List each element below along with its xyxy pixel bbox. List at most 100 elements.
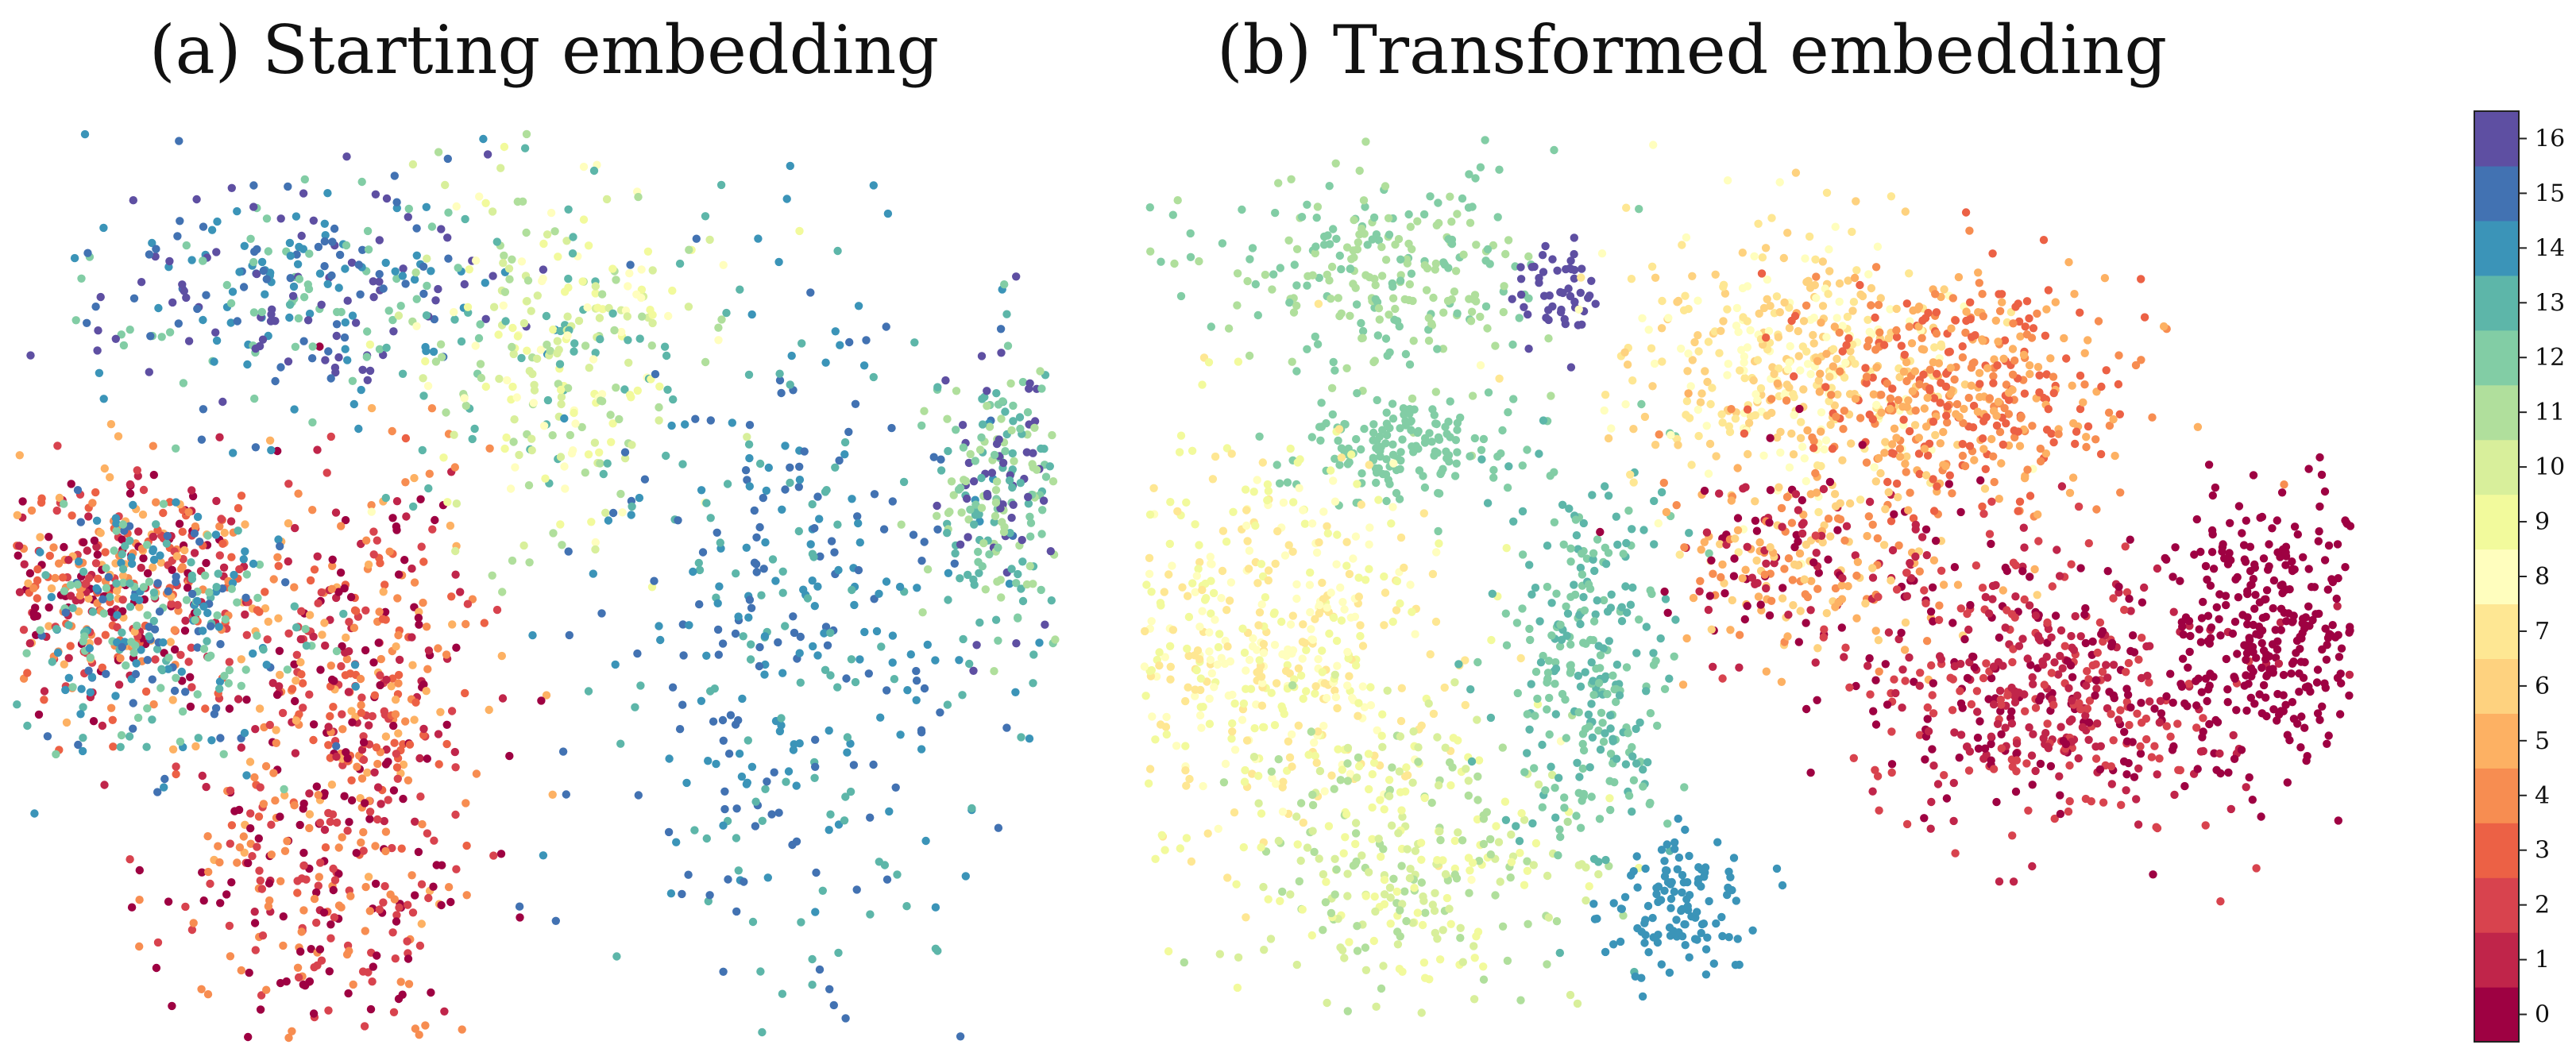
scatter-point	[1501, 249, 1510, 259]
scatter-point	[1312, 758, 1321, 767]
scatter-point	[1654, 897, 1663, 907]
scatter-point	[1999, 354, 2008, 363]
scatter-point	[755, 642, 764, 652]
scatter-point	[94, 326, 102, 335]
scatter-point	[1678, 888, 1686, 897]
scatter-point	[352, 849, 361, 858]
scatter-point	[1401, 349, 1411, 359]
scatter-point	[1639, 782, 1647, 791]
scatter-point	[944, 446, 952, 456]
scatter-point	[747, 603, 756, 612]
scatter-point	[194, 734, 203, 742]
scatter-point	[620, 454, 630, 463]
scatter-point	[1588, 733, 1597, 742]
scatter-point	[1653, 721, 1662, 731]
scatter-point	[952, 426, 960, 434]
scatter-point	[1282, 652, 1291, 661]
scatter-point	[1809, 444, 1818, 453]
scatter-point	[1576, 563, 1585, 572]
scatter-point	[1822, 609, 1831, 618]
scatter-point	[273, 446, 282, 456]
scatter-point	[1914, 434, 1923, 442]
scatter-point	[215, 677, 225, 686]
scatter-point	[1240, 648, 1249, 657]
scatter-point	[577, 422, 586, 432]
scatter-point	[1578, 730, 1588, 738]
scatter-point	[181, 688, 190, 696]
scatter-point	[1270, 608, 1279, 617]
scatter-point	[292, 650, 301, 659]
scatter-point	[396, 977, 405, 986]
scatter-point	[1233, 301, 1242, 310]
scatter-point	[1886, 394, 1895, 403]
scatter-point	[197, 435, 207, 444]
scatter-point	[1145, 553, 1154, 562]
scatter-point	[738, 694, 747, 704]
scatter-point	[991, 615, 1001, 624]
scatter-point	[1902, 452, 1911, 461]
scatter-point	[73, 486, 83, 495]
scatter-point	[1498, 922, 1508, 931]
scatter-point	[1201, 579, 1210, 588]
scatter-point	[991, 486, 1001, 495]
scatter-point	[885, 807, 894, 816]
scatter-point	[321, 356, 330, 364]
scatter-point	[430, 836, 438, 845]
scatter-point	[978, 395, 987, 403]
scatter-point	[983, 387, 991, 395]
scatter-point	[1962, 307, 1971, 316]
scatter-point	[411, 268, 420, 277]
scatter-point	[457, 337, 466, 346]
scatter-point	[1464, 791, 1473, 800]
scatter-point	[595, 314, 604, 322]
scatter-point	[1606, 603, 1616, 612]
scatter-point	[1552, 917, 1562, 926]
scatter-point	[1358, 682, 1368, 691]
scatter-point	[496, 850, 506, 858]
scatter-point	[254, 812, 264, 821]
scatter-point	[571, 419, 580, 428]
scatter-point	[1162, 712, 1171, 722]
scatter-point	[1227, 734, 1236, 743]
scatter-point	[460, 279, 469, 289]
scatter-point	[651, 370, 660, 379]
scatter-point	[1641, 931, 1650, 939]
scatter-point	[1450, 836, 1460, 846]
scatter-point	[1641, 864, 1650, 873]
scatter-point	[1700, 538, 1709, 546]
scatter-point	[1195, 541, 1203, 549]
scatter-point	[145, 250, 154, 259]
scatter-point	[1278, 887, 1287, 896]
scatter-point	[1274, 179, 1283, 187]
scatter-point	[1902, 358, 1911, 367]
scatter-point	[1852, 197, 1860, 206]
scatter-point	[570, 408, 578, 418]
scatter-point	[288, 1027, 296, 1036]
scatter-point	[1846, 347, 1855, 356]
scatter-point	[276, 812, 284, 821]
scatter-point	[1876, 294, 1885, 303]
scatter-point	[164, 653, 173, 662]
scatter-point	[1352, 300, 1361, 309]
scatter-point	[438, 861, 446, 869]
scatter-point	[1649, 933, 1658, 942]
scatter-point	[1450, 864, 1460, 873]
scatter-point	[419, 680, 428, 689]
scatter-point	[1752, 526, 1762, 535]
scatter-point	[591, 282, 600, 291]
scatter-point	[135, 865, 144, 875]
scatter-point	[1622, 203, 1631, 212]
scatter-point	[427, 222, 437, 231]
scatter-point	[214, 842, 222, 850]
scatter-point	[1570, 249, 1578, 259]
scatter-point	[1639, 526, 1648, 534]
scatter-point	[1369, 428, 1378, 438]
scatter-point	[748, 917, 758, 927]
scatter-point	[170, 645, 180, 654]
scatter-point	[132, 659, 141, 668]
scatter-point	[1342, 243, 1352, 252]
scatter-point	[274, 614, 283, 623]
scatter-point	[401, 478, 410, 487]
scatter-point	[80, 632, 89, 641]
scatter-point	[1931, 430, 1940, 440]
